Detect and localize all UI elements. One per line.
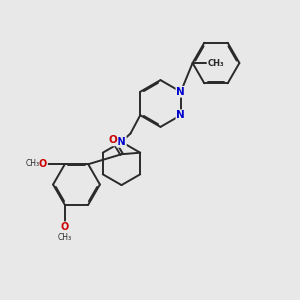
Text: N: N xyxy=(176,110,185,120)
Text: CH₃: CH₃ xyxy=(58,233,72,242)
Text: O: O xyxy=(61,222,69,232)
Text: O: O xyxy=(39,159,47,169)
Text: N: N xyxy=(176,87,185,97)
Text: O: O xyxy=(109,135,118,146)
Text: CH₃: CH₃ xyxy=(207,58,224,68)
Text: CH₃: CH₃ xyxy=(26,158,40,167)
Text: N: N xyxy=(117,137,126,147)
